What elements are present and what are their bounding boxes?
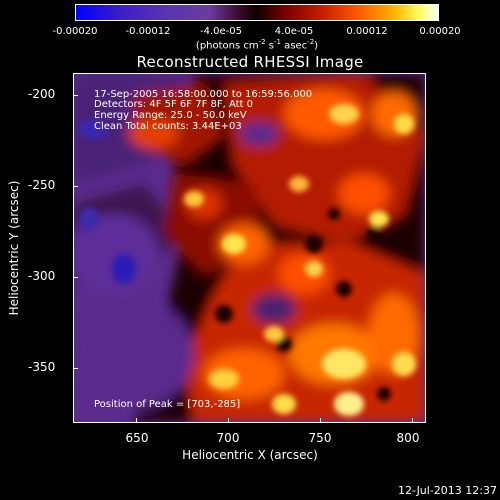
y-tick-label: -200 [28,87,56,101]
x-tick-label: 750 [308,431,332,445]
image-plot: 17-Sep-2005 16:58:00.000 to 16:59:56.000… [73,73,426,423]
plot-title: Reconstructed RHESSI Image [136,53,364,71]
peak-position: Position of Peak = [703,-285] [94,399,241,410]
y-tick [73,95,78,96]
x-tick [136,418,137,423]
colorbar-tick-label: 4.0e-05 [274,26,314,37]
colorbar-tick-label: -0.00012 [125,26,171,37]
x-tick-label: 800 [396,431,420,445]
info-clean-counts: Clean Total counts: 3.44E+03 [94,121,242,132]
timestamp: 12-Jul-2013 12:37 [397,484,497,497]
info-energy-range: Energy Range: 25.0 - 50.0 keV [94,110,247,121]
colorbar-gradient [76,5,438,20]
colorbar-units: (photons cm-2 s-1 asec-2) [195,38,319,52]
colorbar-tick-label: -4.0e-05 [200,26,242,37]
y-tick [73,186,78,187]
y-tick-label: -300 [28,269,56,283]
colorbar-tick-label: 0.00012 [346,26,388,37]
colorbar-tick-label: -0.00020 [52,26,98,37]
y-tick [73,277,78,278]
x-tick [228,418,229,423]
info-time-range: 17-Sep-2005 16:58:00.000 to 16:59:56.000 [94,89,313,100]
y-axis-label: Heliocentric Y (arcsec) [7,180,21,316]
x-tick-label: 700 [216,431,240,445]
x-tick [412,418,413,423]
colorbar [75,4,439,21]
heatmap-image [74,74,425,422]
y-tick-label: -250 [28,178,56,192]
y-tick-label: -350 [28,360,56,374]
colorbar-tick-label: 0.00020 [419,26,461,37]
info-detectors: Detectors: 4F 5F 6F 7F 8F, Att 0 [94,99,254,110]
x-axis-label: Heliocentric X (arcsec) [182,448,318,462]
x-tick [320,418,321,423]
y-tick [73,368,78,369]
x-tick-label: 650 [125,431,149,445]
